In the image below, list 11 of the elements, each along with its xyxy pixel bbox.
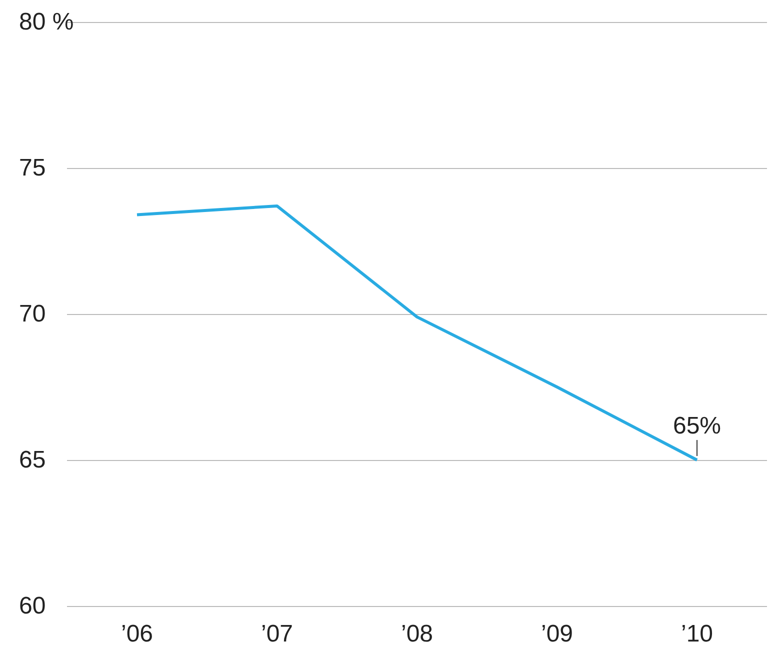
y-tick-label: 60	[19, 592, 46, 620]
x-tick-label: ’06	[120, 620, 154, 648]
x-tick-label: ’09	[540, 620, 574, 648]
x-tick-label: ’07	[260, 620, 294, 648]
y-tick-label: 75	[19, 154, 46, 182]
annotation: 65%	[672, 412, 722, 440]
y-tick-label: 65	[19, 446, 46, 474]
y-tick-label: 80 %	[19, 8, 74, 36]
x-tick-label: ’08	[400, 620, 434, 648]
x-tick-label: ’10	[680, 620, 714, 648]
y-tick-label: 70	[19, 300, 46, 328]
